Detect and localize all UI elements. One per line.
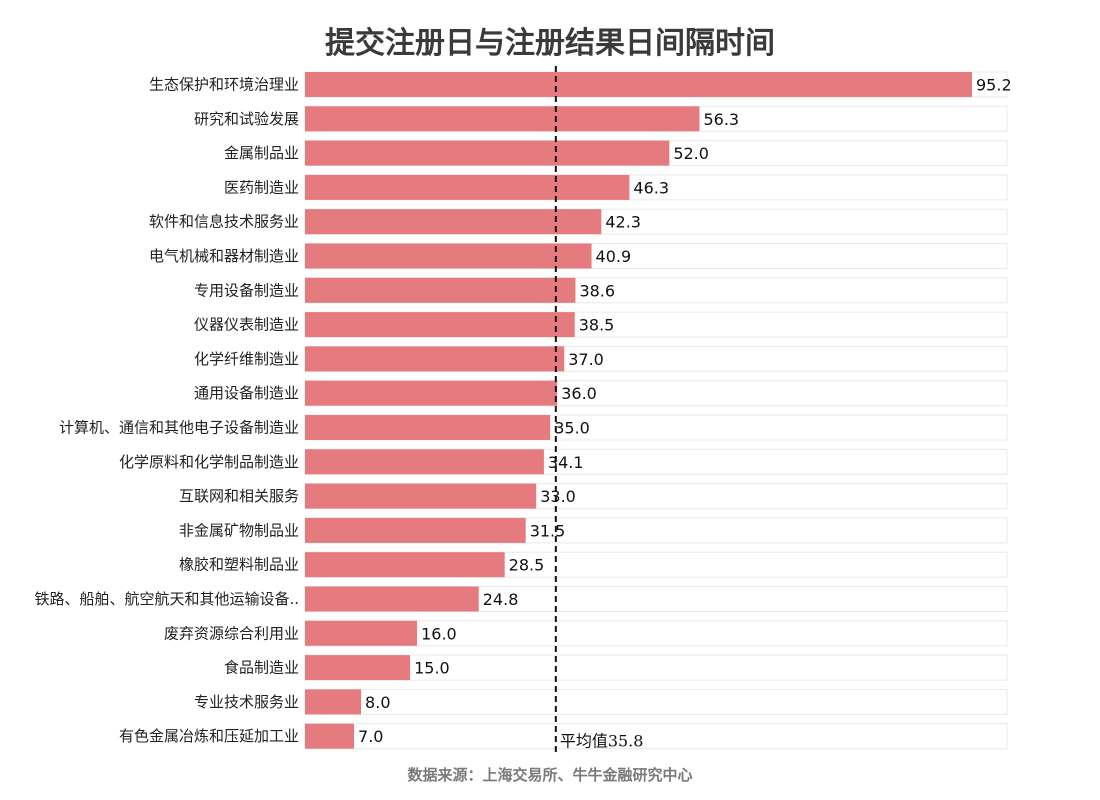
category-label: 化学纤维制造业 xyxy=(194,350,299,368)
bar[interactable] xyxy=(305,72,972,97)
category-label: 金属制品业 xyxy=(224,144,299,162)
category-label: 研究和试验发展 xyxy=(194,110,299,128)
value-label: 46.3 xyxy=(633,178,669,197)
value-label: 38.5 xyxy=(579,316,615,335)
value-label: 31.5 xyxy=(530,521,566,540)
category-label: 软件和信息技术服务业 xyxy=(149,213,299,231)
value-label: 37.0 xyxy=(568,350,604,369)
bar[interactable] xyxy=(305,586,479,612)
bar[interactable] xyxy=(305,243,592,269)
bar[interactable] xyxy=(305,346,565,372)
bar[interactable] xyxy=(305,655,411,681)
bar[interactable] xyxy=(305,415,551,440)
category-label: 计算机、通信和其他电子设备制造业 xyxy=(59,419,299,437)
category-label: 电气机械和器材制造业 xyxy=(149,247,299,265)
category-label: 专业技术服务业 xyxy=(194,693,299,711)
value-label: 7.0 xyxy=(358,727,383,746)
bar[interactable] xyxy=(305,380,558,406)
bar[interactable] xyxy=(305,277,576,303)
category-label: 医药制造业 xyxy=(224,178,299,196)
value-label: 56.3 xyxy=(703,110,739,129)
bar[interactable] xyxy=(305,552,505,578)
value-label: 42.3 xyxy=(605,213,641,232)
category-label: 仪器仪表制造业 xyxy=(194,316,299,334)
category-label: 互联网和相关服务 xyxy=(179,487,299,505)
value-label: 35.0 xyxy=(554,419,590,438)
category-label: 生态保护和环境治理业 xyxy=(149,76,299,94)
category-label: 食品制造业 xyxy=(224,659,299,677)
category-label: 废弃资源综合利用业 xyxy=(164,624,299,642)
value-label: 16.0 xyxy=(421,624,457,643)
bar[interactable] xyxy=(305,140,670,166)
chart-title: 提交注册日与注册结果日间隔时间 xyxy=(325,26,775,61)
value-label: 40.9 xyxy=(596,247,632,266)
value-label: 36.0 xyxy=(561,384,597,403)
bars xyxy=(305,72,972,749)
value-label: 38.6 xyxy=(579,281,615,300)
value-label: 95.2 xyxy=(976,76,1012,95)
value-label: 8.0 xyxy=(365,693,390,712)
bar-track xyxy=(304,620,1008,647)
value-label: 52.0 xyxy=(673,144,709,163)
bar[interactable] xyxy=(305,449,544,475)
category-label: 化学原料和化学制品制造业 xyxy=(119,453,299,471)
category-label: 铁路、船舶、航空航天和其他运输设备.. xyxy=(34,590,299,608)
value-label: 33.0 xyxy=(540,487,576,506)
bar[interactable] xyxy=(305,689,362,715)
value-labels: 95.2 56.3 52.046.3 42.3 40.9 38.6 38.5 37.0 36.0… xyxy=(358,76,1012,747)
category-label: 有色金属冶炼和压延加工业 xyxy=(119,727,299,745)
category-label: 通用设备制造业 xyxy=(194,384,299,402)
bar-track xyxy=(304,723,1008,750)
value-label: 28.5 xyxy=(509,556,545,575)
bar[interactable] xyxy=(305,106,700,132)
value-label: 24.8 xyxy=(483,590,519,609)
bar[interactable] xyxy=(305,517,526,543)
bar[interactable] xyxy=(305,723,355,749)
average-label: 平均值35.8 xyxy=(560,732,644,751)
bar-track xyxy=(304,654,1008,681)
category-label: 非金属矿物制品业 xyxy=(179,521,299,539)
category-label: 橡胶和塑料制品业 xyxy=(179,556,299,574)
bar[interactable] xyxy=(305,174,630,200)
value-label: 15.0 xyxy=(414,659,450,678)
data-source-note: 数据来源：上海交易所、牛牛金融研究中心 xyxy=(407,766,693,784)
bar[interactable] xyxy=(305,620,418,646)
bar-track xyxy=(304,688,1008,715)
bar[interactable] xyxy=(305,312,575,338)
bar-tracks xyxy=(304,71,1008,750)
value-label: 34.1 xyxy=(548,453,584,472)
category-labels: 生态保护和环境治理业研究和试验发展金属制品业医药制造业软件和信息技术服务业电气机… xyxy=(34,76,299,746)
bar[interactable] xyxy=(305,483,537,509)
bar[interactable] xyxy=(305,209,602,235)
category-label: 专用设备制造业 xyxy=(194,281,299,299)
